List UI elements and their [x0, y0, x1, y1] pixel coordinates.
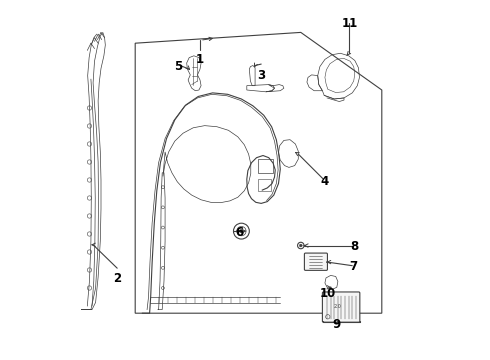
Text: 5: 5 [174, 60, 182, 73]
Text: 2.0: 2.0 [334, 304, 342, 309]
Text: 11: 11 [341, 17, 358, 30]
Text: 1: 1 [196, 53, 204, 66]
Text: 3: 3 [257, 69, 265, 82]
Text: 9: 9 [333, 318, 341, 330]
Text: 10: 10 [319, 287, 336, 300]
Text: 2: 2 [113, 273, 121, 285]
Text: 8: 8 [351, 240, 359, 253]
FancyBboxPatch shape [304, 253, 327, 270]
Text: 4: 4 [320, 175, 328, 188]
Bar [258, 179, 271, 191]
Text: 6: 6 [236, 226, 244, 239]
Circle shape [240, 229, 243, 233]
Text: 7: 7 [349, 260, 357, 273]
Circle shape [299, 244, 302, 247]
FancyBboxPatch shape [322, 292, 360, 322]
Circle shape [297, 242, 304, 249]
Bar [258, 159, 273, 173]
